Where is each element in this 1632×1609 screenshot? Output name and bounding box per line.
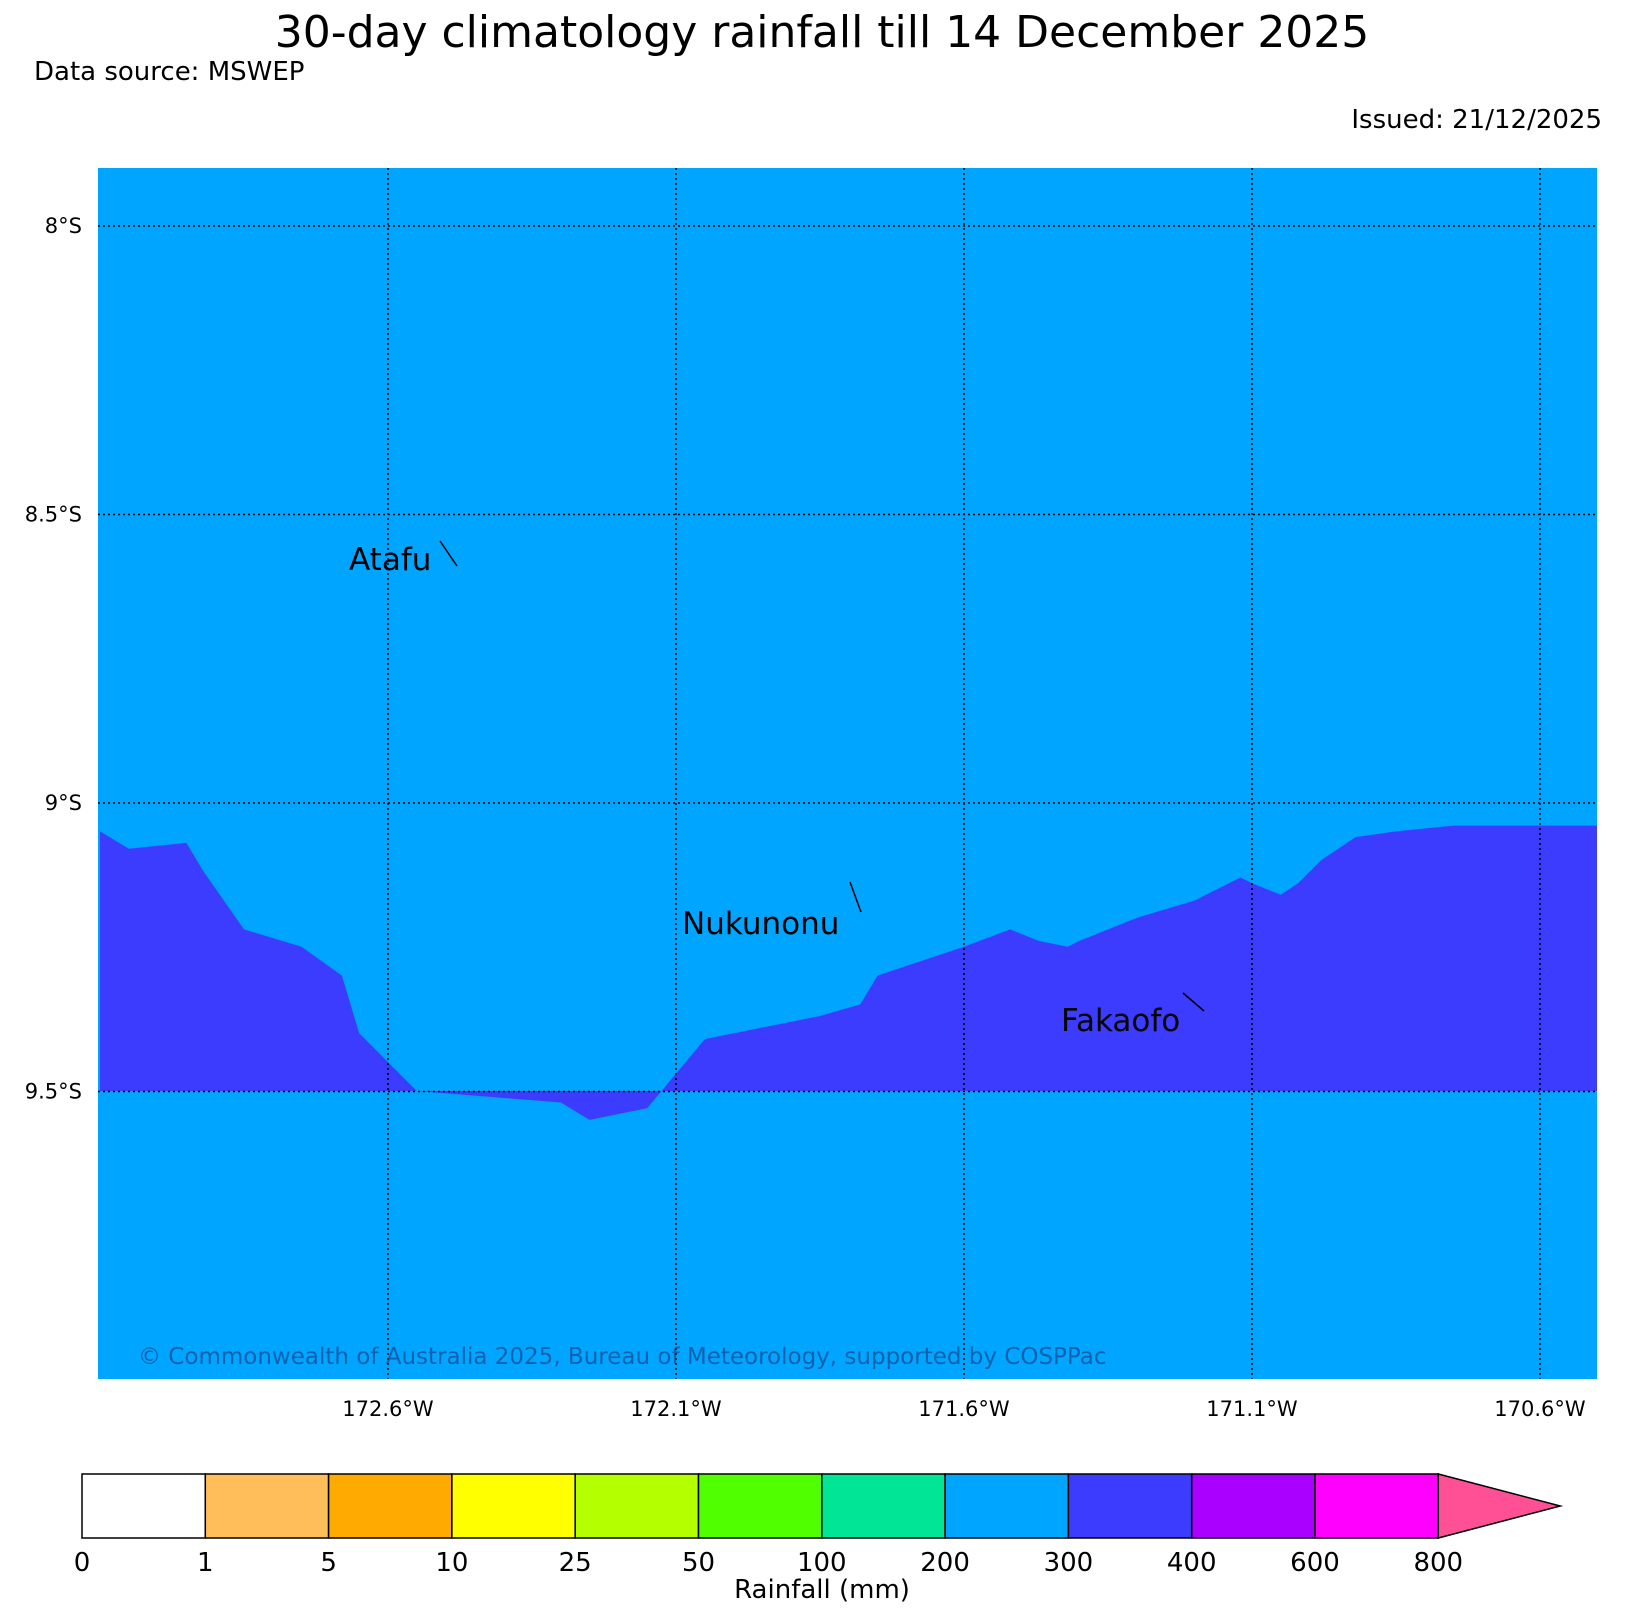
colorbar-tick-label: 5 (320, 1548, 337, 1578)
place-marker-fakaofo: Fakaofo (1061, 992, 1205, 1039)
colorbar-swatch (204, 1473, 330, 1539)
colorbar-swatch (821, 1473, 946, 1539)
colorbar-swatch (1190, 1473, 1316, 1539)
place-leader-line (849, 881, 862, 913)
colorbar-swatch (81, 1473, 207, 1539)
longitude-tick-labels: 172.6°W 172.1°W 171.6°W 171.1°W 170.6°W (342, 1397, 1586, 1421)
lat-tick-label: 8.5°S (25, 503, 82, 527)
latitude-tick-labels: 8°S 8.5°S 9°S 9.5°S (25, 214, 82, 1104)
colorbar-tick-label: 200 (920, 1548, 970, 1578)
colorbar-swatch (944, 1473, 1070, 1539)
colorbar-tick-label: 400 (1167, 1548, 1217, 1578)
lat-tick-label: 9.5°S (25, 1080, 82, 1104)
place-marker-atafu: Atafu (349, 540, 458, 578)
place-leader-line (1182, 992, 1205, 1012)
chart-title: 30-day climatology rainfall till 14 Dece… (275, 7, 1370, 58)
lon-tick-label: 172.6°W (342, 1397, 434, 1421)
lon-tick-label: 171.6°W (918, 1397, 1010, 1421)
colorbar-swatch (327, 1473, 453, 1539)
colorbar-swatch (1067, 1473, 1193, 1539)
map-panel[interactable]: © Commonwealth of Australia 2025, Bureau… (98, 168, 1598, 1379)
copyright-notice: © Commonwealth of Australia 2025, Bureau… (138, 1344, 1107, 1370)
colorbar: 0 1 5 10 25 50 100 200 300 400 600 800 (74, 1473, 1564, 1578)
colorbar-tick-label: 100 (797, 1548, 847, 1578)
colorbar-tick-label: 0 (74, 1548, 91, 1578)
data-source-label: Data source: MSWEP (34, 57, 304, 87)
issued-date: Issued: 21/12/2025 (1351, 105, 1602, 135)
rainfall-400-600-area (100, 825, 1597, 1120)
place-leader-line (439, 540, 458, 567)
lon-tick-label: 170.6°W (1494, 1397, 1586, 1421)
colorbar-swatch (1314, 1473, 1440, 1539)
colorbar-tick-label: 1 (197, 1548, 214, 1578)
graticule (98, 168, 1597, 1379)
colorbar-tick-label: 10 (435, 1548, 468, 1578)
colorbar-tick-label: 25 (559, 1548, 592, 1578)
lon-tick-label: 172.1°W (630, 1397, 722, 1421)
colorbar-swatch (697, 1473, 823, 1539)
colorbar-swatch (451, 1473, 576, 1539)
colorbar-tick-label: 50 (682, 1548, 715, 1578)
colorbar-tick-label: 300 (1044, 1548, 1094, 1578)
lat-tick-label: 9°S (45, 791, 82, 815)
colorbar-extend-arrow (1437, 1473, 1564, 1539)
colorbar-tick-label: 600 (1290, 1548, 1340, 1578)
lon-tick-label: 171.1°W (1206, 1397, 1298, 1421)
place-name: Fakaofo (1061, 1003, 1180, 1039)
colorbar-swatch (574, 1473, 700, 1539)
place-name: Atafu (349, 542, 431, 578)
rainfall-300-400-area (98, 168, 1597, 1379)
colorbar-label: Rainfall (mm) (734, 1575, 910, 1605)
place-name: Nukunonu (682, 906, 839, 942)
lat-tick-label: 8°S (45, 214, 82, 238)
colorbar-tick-label: 800 (1413, 1548, 1463, 1578)
place-marker-nukunonu: Nukunonu (682, 881, 862, 942)
place-labels: Atafu Nukunonu Fakaofo (349, 540, 1205, 1039)
